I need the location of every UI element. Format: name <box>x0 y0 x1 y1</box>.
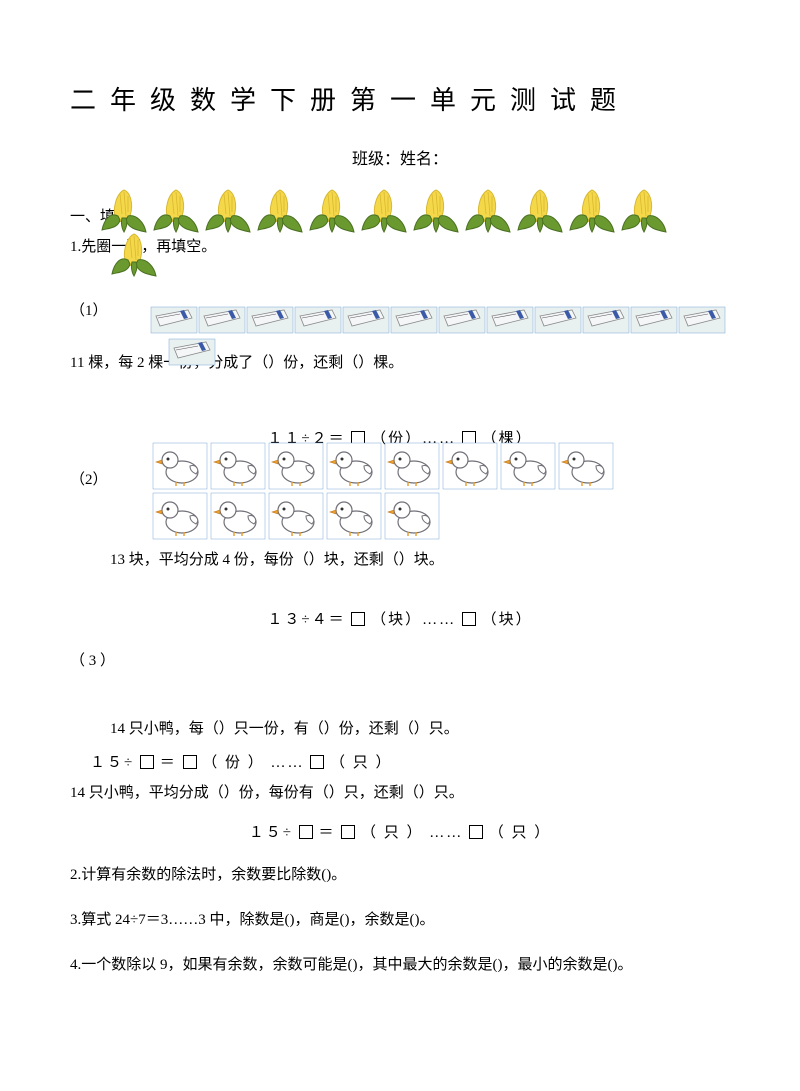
eraser-icon <box>582 306 630 334</box>
part-3-num: （ 3 ） <box>70 649 730 670</box>
eq-text: （ 只 ） …… <box>361 825 463 841</box>
answer-box[interactable] <box>299 825 313 839</box>
corn-icon <box>412 186 460 234</box>
worksheet-page: 二年级数学下册第一单元测试题 班级：姓名： 一、填空 1.先圈一圈，再填空。 （… <box>0 0 800 1027</box>
eraser-icon <box>246 306 294 334</box>
question-2: 2.计算有余数的除法时，余数要比除数()。 <box>70 862 730 889</box>
answer-box[interactable] <box>310 755 324 769</box>
name-class-line: 班级：姓名： <box>70 145 730 169</box>
duck-icon <box>500 442 556 490</box>
corn-icon <box>308 186 356 234</box>
eraser-extra <box>168 338 216 371</box>
corn-icon <box>204 186 252 234</box>
part-3-equation-1: １５÷ ＝ （ 份 ） …… （ 只 ） <box>90 751 730 772</box>
duck-icon <box>210 442 266 490</box>
duck-icon <box>152 442 208 490</box>
eraser-icon <box>342 306 390 334</box>
corn-icon <box>464 186 512 234</box>
duck-row-2 <box>152 492 440 540</box>
eq-text: １５÷ <box>249 825 293 841</box>
eq-text: ＝ <box>160 755 177 771</box>
corn-icon <box>516 186 564 234</box>
duck-icon <box>326 492 382 540</box>
eq-text: １３÷４＝ <box>267 612 345 628</box>
part-2-equation: １３÷４＝ （块）…… （块） <box>70 608 730 629</box>
eraser-icon <box>168 338 216 366</box>
corn-icon <box>620 186 668 234</box>
answer-box[interactable] <box>183 755 197 769</box>
part-3-equation-2: １５÷ ＝ （ 只 ） …… （ 只 ） <box>70 821 730 842</box>
eraser-icon <box>678 306 726 334</box>
eraser-icon <box>630 306 678 334</box>
eq-text: （ 份 ） …… <box>202 755 304 771</box>
eraser-icon <box>150 306 198 334</box>
eq-text: （ 只 ） <box>489 825 552 841</box>
eq-text: ＝ <box>318 825 335 841</box>
question-4: 4.一个数除以 9，如果有余数，余数可能是()，其中最大的余数是()，最小的余数… <box>70 952 730 979</box>
page-title: 二年级数学下册第一单元测试题 <box>70 80 730 117</box>
corn-icon <box>100 186 148 234</box>
corn-icon <box>152 186 200 234</box>
duck-icon <box>210 492 266 540</box>
answer-box[interactable] <box>351 612 365 626</box>
eraser-icon <box>294 306 342 334</box>
corn-icon <box>568 186 616 234</box>
answer-box[interactable] <box>462 612 476 626</box>
eraser-row <box>150 306 726 334</box>
part-2-line: 13 块，平均分成 4 份，每份（）块，还剩（）块。 <box>110 547 730 574</box>
duck-icon <box>152 492 208 540</box>
duck-icon <box>384 442 440 490</box>
eraser-icon <box>486 306 534 334</box>
duck-icon <box>442 442 498 490</box>
eraser-icon <box>198 306 246 334</box>
part-3-line-1: 14 只小鸭，每（）只一份，有（）份，还剩（）只。 <box>110 716 730 743</box>
question-3: 3.算式 24÷7＝3……3 中，除数是()，商是()，余数是()。 <box>70 907 730 934</box>
duck-icon <box>268 442 324 490</box>
answer-box[interactable] <box>341 825 355 839</box>
duck-icon <box>268 492 324 540</box>
eq-text: （块） <box>482 612 533 628</box>
eq-text: （块）…… <box>371 612 456 628</box>
duck-icon <box>558 442 614 490</box>
corn-icon <box>360 186 408 234</box>
eraser-icon <box>390 306 438 334</box>
corn-icon <box>256 186 304 234</box>
eraser-icon <box>534 306 582 334</box>
eq-text: （ 只 ） <box>330 755 393 771</box>
duck-icon <box>384 492 440 540</box>
corn-icon <box>110 230 158 278</box>
corn-extra <box>110 230 158 283</box>
eq-text: １５÷ <box>90 755 134 771</box>
answer-box[interactable] <box>469 825 483 839</box>
corn-row <box>100 186 740 246</box>
part-3-line-2: 14 只小鸭，平均分成（）份，每份有（）只，还剩（）只。 <box>70 780 730 807</box>
eraser-icon <box>438 306 486 334</box>
duck-row-1 <box>152 442 614 490</box>
answer-box[interactable] <box>140 755 154 769</box>
duck-icon <box>326 442 382 490</box>
